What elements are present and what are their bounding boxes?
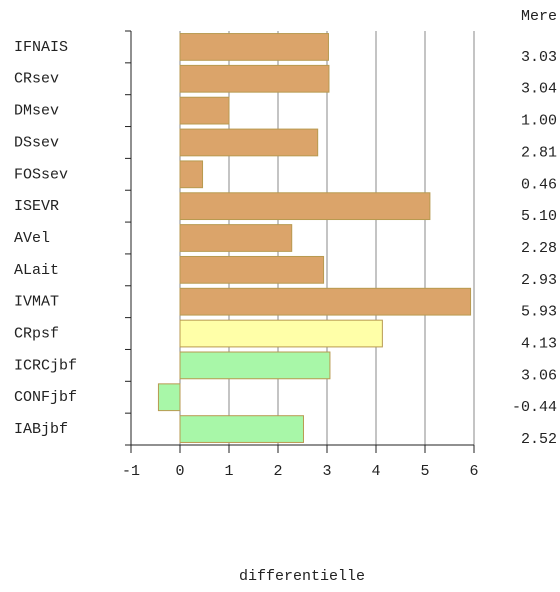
bar bbox=[179, 64, 330, 93]
x-tick-label: 1 bbox=[224, 463, 233, 480]
x-tick-label: 4 bbox=[371, 463, 380, 480]
column-header: Mere bbox=[521, 8, 557, 25]
y-tick-label: CRpsf bbox=[14, 326, 59, 343]
x-tick-label: 6 bbox=[469, 463, 478, 480]
value-label: 5.93 bbox=[521, 304, 557, 321]
y-tick-label: ICRCjbf bbox=[14, 357, 77, 374]
value-label: 2.93 bbox=[521, 272, 557, 289]
y-tick-label: ISEVR bbox=[14, 198, 59, 215]
value-label: 1.00 bbox=[521, 113, 557, 130]
bar bbox=[179, 255, 325, 284]
y-tick-label: IABjbf bbox=[14, 421, 68, 438]
bar bbox=[179, 319, 383, 348]
value-label: 2.28 bbox=[521, 240, 557, 257]
value-label: 3.06 bbox=[521, 367, 557, 384]
value-label: -0.44 bbox=[512, 399, 557, 416]
x-tick-label: 0 bbox=[175, 463, 184, 480]
x-tick-label: 3 bbox=[322, 463, 331, 480]
value-label: 3.04 bbox=[521, 81, 557, 98]
y-tick-label: IVMAT bbox=[14, 294, 59, 311]
value-label: 2.52 bbox=[521, 431, 557, 448]
y-tick-label: CONFjbf bbox=[14, 389, 77, 406]
value-label: 4.13 bbox=[521, 336, 557, 353]
bar bbox=[179, 96, 230, 125]
x-tick-label: 2 bbox=[273, 463, 282, 480]
bar bbox=[179, 192, 431, 221]
y-tick-label: CRsev bbox=[14, 71, 59, 88]
bar bbox=[157, 383, 181, 412]
bar bbox=[179, 224, 293, 252]
value-label: 5.10 bbox=[521, 208, 557, 225]
x-axis-label: differentielle bbox=[239, 568, 365, 585]
value-label: 2.81 bbox=[521, 144, 557, 161]
bar bbox=[179, 415, 304, 443]
y-tick-label: DMsev bbox=[14, 103, 59, 120]
x-tick-label: 5 bbox=[420, 463, 429, 480]
bar bbox=[179, 351, 331, 380]
y-tick-label: ALait bbox=[14, 262, 59, 279]
bar bbox=[179, 160, 204, 189]
value-label: 0.46 bbox=[521, 176, 557, 193]
value-label: 3.03 bbox=[521, 49, 557, 66]
y-tick-label: IFNAIS bbox=[14, 39, 68, 56]
bar bbox=[179, 33, 329, 61]
x-tick-label: -1 bbox=[122, 463, 140, 480]
y-tick-label: FOSsev bbox=[14, 166, 68, 183]
bar bbox=[179, 287, 472, 316]
y-tick-label: AVel bbox=[14, 230, 50, 247]
y-tick-label: DSsev bbox=[14, 134, 59, 151]
bar bbox=[179, 128, 319, 157]
